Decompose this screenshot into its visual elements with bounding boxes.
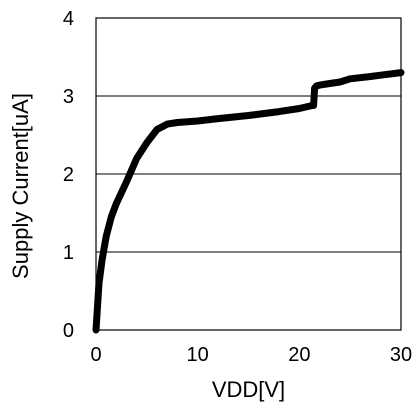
x-tick-label: 30 [390, 344, 412, 366]
x-axis-label: VDD[V] [212, 377, 285, 402]
x-tick-label: 10 [187, 344, 209, 366]
y-tick-label: 1 [63, 242, 74, 264]
x-tick-label: 20 [288, 344, 310, 366]
grid-lines [96, 95, 401, 253]
y-tick-label: 2 [63, 164, 74, 186]
y-tick-labels: 0 1 2 3 4 [63, 8, 74, 342]
x-tick-labels: 0 10 20 30 [90, 344, 412, 366]
supply-current-line [92, 69, 405, 334]
x-tick-label: 0 [90, 344, 101, 366]
y-axis-label: Supply Current[uA] [8, 93, 33, 279]
y-tick-label: 0 [63, 320, 74, 342]
plot-frame [95, 17, 402, 331]
y-tick-label: 3 [63, 86, 74, 108]
y-tick-label: 4 [63, 8, 74, 30]
